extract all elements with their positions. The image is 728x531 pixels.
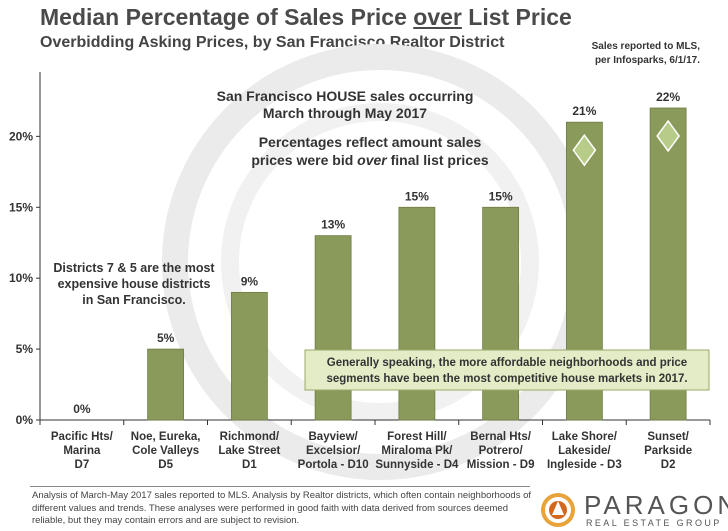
x-tick-label: D5 — [158, 459, 173, 471]
x-tick-label: Lake Shore/ — [552, 431, 618, 443]
x-tick-label: Noe, Eureka, — [131, 431, 201, 443]
x-tick-label: Sunset/ — [647, 431, 689, 443]
x-tick-label: Lakeside/ — [558, 445, 611, 457]
summary-note-line: segments have been the most competitive … — [326, 373, 687, 385]
paragon-logo-icon — [541, 493, 575, 527]
paragon-logo: PARAGON REAL ESTATE GROUP — [536, 490, 728, 530]
x-tick-label: Potrero/ — [479, 445, 524, 457]
x-tick-label: Parkside — [644, 445, 692, 457]
x-tick-label: Cole Valleys — [132, 445, 199, 457]
districts-note-line: in San Francisco. — [82, 293, 186, 307]
x-tick-label: D7 — [75, 459, 90, 471]
bar-value-label: 9% — [241, 274, 259, 288]
source-line-1: Sales reported to MLS, — [591, 41, 700, 52]
bar-value-label: 22% — [656, 90, 680, 104]
bar — [230, 291, 268, 421]
bar — [314, 235, 352, 421]
footnote: Analysis of March-May 2017 sales reporte… — [32, 490, 532, 526]
source-note: Sales reported to MLS, per Infosparks, 6… — [592, 40, 700, 68]
y-tick-label: 5% — [16, 342, 34, 356]
districts-note-line: Districts 7 & 5 are the most — [53, 261, 215, 275]
bar — [147, 348, 185, 421]
bar-value-label: 13% — [321, 218, 345, 232]
summary-note-line: Generally speaking, the more affordable … — [327, 357, 687, 369]
x-tick-label: Lake Street — [218, 445, 280, 457]
x-tick-label: Excelsior/ — [306, 445, 361, 457]
percent-note-line: Percentages reflect amount sales — [259, 134, 482, 150]
x-tick-label: D1 — [242, 459, 257, 471]
x-tick-label: Bayview/ — [309, 431, 359, 443]
x-tick-label: D2 — [661, 459, 676, 471]
highlight-diamond — [572, 133, 597, 167]
bar-value-label: 5% — [157, 331, 175, 345]
x-tick-label: Miraloma Pk/ — [381, 445, 453, 457]
y-tick-label: 0% — [16, 413, 34, 427]
x-tick-label: Bernal Hts/ — [470, 431, 532, 443]
x-tick-label: Pacific Hts/ — [51, 431, 114, 443]
x-tick-label: Mission - D9 — [467, 459, 535, 471]
x-tick-label: Richmond/ — [220, 431, 280, 443]
districts-note-line: expensive house districts — [58, 277, 211, 291]
bar-value-label: 21% — [572, 104, 596, 118]
x-tick-label: Portola - D10 — [298, 459, 369, 471]
watermark-ring-inner — [221, 103, 539, 421]
x-tick-label: Ingleside - D3 — [547, 459, 622, 471]
title-over: over — [413, 4, 462, 30]
y-tick-label: 20% — [9, 129, 33, 143]
title-pre: Median Percentage of Sales Price — [40, 4, 414, 30]
summary-note-box — [304, 349, 710, 391]
x-tick-label: Sunnyside - D4 — [375, 459, 459, 471]
percent-note-line: prices were bid over final list prices — [251, 152, 489, 168]
chart-title: Median Percentage of Sales Price over Li… — [40, 4, 572, 31]
source-line-2: per Infosparks, 6/1/17. — [594, 55, 700, 66]
logo-tagline: REAL ESTATE GROUP — [586, 518, 722, 528]
logo-wordmark: PARAGON — [584, 490, 728, 520]
y-tick-label: 15% — [9, 200, 33, 214]
inner-chart-title: March through May 2017 — [263, 105, 427, 121]
x-tick-label: Marina — [63, 445, 101, 457]
x-tick-label: Forest Hill/ — [387, 431, 447, 443]
footer-divider — [30, 486, 530, 487]
bar-value-label: 15% — [489, 189, 513, 203]
y-tick-label: 10% — [9, 271, 33, 285]
bar-value-label: 15% — [405, 189, 429, 203]
bar-value-label: 0% — [73, 402, 91, 416]
title-post: List Price — [461, 4, 572, 30]
inner-chart-title: San Francisco HOUSE sales occurring — [217, 88, 474, 104]
highlight-diamond — [656, 119, 681, 153]
